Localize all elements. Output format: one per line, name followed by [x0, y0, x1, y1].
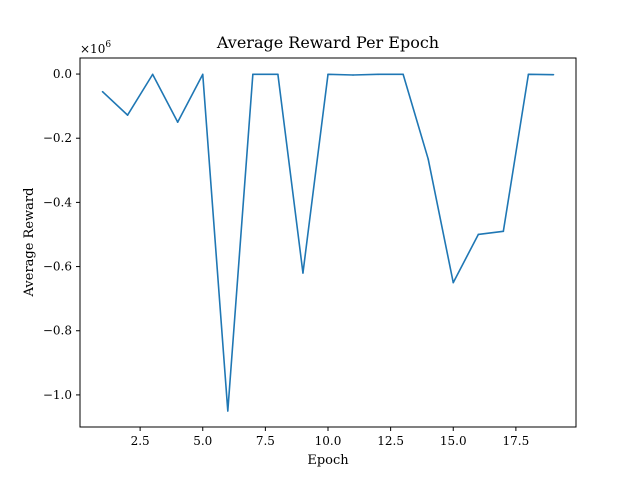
data-point	[502, 230, 505, 233]
y-axis-offset-exponent: 6	[105, 40, 111, 50]
data-point	[477, 233, 480, 236]
data-point	[302, 272, 304, 274]
data-point	[101, 90, 104, 93]
data-point	[452, 281, 455, 284]
plot-area: 2.5 5.0 7.5 10.0 12.5 15.0 17.5 0.0 −0.2 −0.4 −0.6…	[43, 67, 555, 448]
y-tick-label: 0.0	[53, 67, 72, 81]
y-axis-label: Average Reward	[22, 188, 37, 298]
data-point	[176, 121, 179, 123]
chart-title: Average Reward Per Epoch	[216, 33, 439, 52]
data-point	[201, 73, 204, 76]
data-point	[327, 73, 329, 76]
x-axis-label: Epoch	[307, 453, 349, 468]
y-tick-label: −1.0	[43, 388, 72, 402]
data-point	[277, 73, 279, 76]
x-tick-label: 12.5	[377, 434, 404, 448]
x-tick-label: 5.0	[193, 434, 212, 448]
y-tick-label: −0.2	[43, 131, 72, 145]
data-point	[226, 410, 229, 412]
plot-frame	[79, 57, 577, 428]
data-point	[552, 73, 555, 76]
data-point	[377, 73, 379, 76]
data-point	[252, 73, 254, 76]
y-axis-offset-base: ×10	[80, 42, 105, 56]
data-point	[126, 114, 129, 116]
x-tick-label: 10.0	[315, 434, 342, 448]
y-tick-label: −0.6	[43, 260, 72, 274]
data-point	[427, 158, 430, 160]
data-point	[352, 74, 354, 76]
data-point	[527, 73, 530, 76]
y-tick-label: −0.8	[43, 324, 72, 338]
data-point	[151, 73, 154, 76]
y-tick-label: −0.4	[43, 195, 73, 209]
data-point	[402, 73, 404, 76]
x-tick-label: 17.5	[503, 434, 530, 448]
x-tick-label: 2.5	[131, 434, 150, 448]
x-tick-label: 15.0	[440, 434, 467, 448]
y-axis-offset-label: ×106	[80, 40, 111, 56]
x-tick-label: 7.5	[256, 434, 275, 448]
